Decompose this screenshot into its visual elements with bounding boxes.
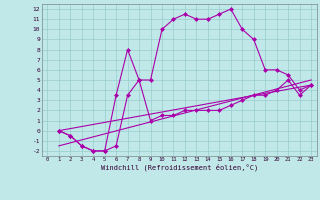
- X-axis label: Windchill (Refroidissement éolien,°C): Windchill (Refroidissement éolien,°C): [100, 164, 258, 171]
